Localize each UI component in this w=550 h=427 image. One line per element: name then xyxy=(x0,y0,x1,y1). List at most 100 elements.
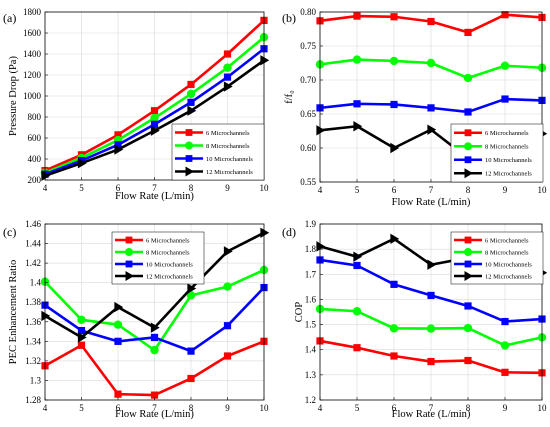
data-point xyxy=(352,307,362,316)
data-point xyxy=(186,291,196,300)
legend-label: 8 Microchannels xyxy=(485,249,529,256)
legend-label: 8 Microchannels xyxy=(206,143,250,150)
y-tick-label: 1.3 xyxy=(305,370,317,380)
legend-label: 6 Microchannels xyxy=(206,130,250,137)
x-tick-label: 7 xyxy=(152,183,157,193)
legend-marker xyxy=(125,271,134,281)
legend-label: 6 Microchannels xyxy=(485,130,529,137)
x-tick-label: 8 xyxy=(189,403,194,413)
data-point xyxy=(223,63,232,72)
y-tick-label: 0.60 xyxy=(300,143,316,153)
data-point xyxy=(427,104,435,112)
x-axis-label: Flow Rate (L/min) xyxy=(115,409,194,420)
data-point xyxy=(390,352,398,360)
data-point xyxy=(353,121,363,132)
data-point xyxy=(463,73,473,83)
y-tick-label: 1.38 xyxy=(25,297,41,307)
legend-marker xyxy=(185,166,194,177)
data-point xyxy=(114,144,124,155)
x-tick-label: 9 xyxy=(503,403,508,413)
legend-label: 10 Microchannels xyxy=(485,261,532,268)
data-point xyxy=(353,344,361,352)
data-point xyxy=(41,310,51,322)
y-tick-label: 1.4 xyxy=(30,278,42,288)
x-tick-label: 4 xyxy=(318,403,323,413)
y-tick-label: 1.28 xyxy=(25,395,41,405)
data-point xyxy=(390,142,400,154)
data-point xyxy=(77,158,87,169)
data-point xyxy=(150,333,159,342)
chart-panel-1: 4 5 6 7 8 9 10 200 400 600 800 1000 1200 1400 1600 1800… xyxy=(3,7,270,202)
y-tick-label: 1.6 xyxy=(305,294,317,304)
data-point xyxy=(353,100,361,108)
legend-marker xyxy=(185,155,193,162)
y-axis-label: COP xyxy=(294,302,305,323)
data-point xyxy=(77,332,87,343)
x-tick-label: 10 xyxy=(260,183,270,193)
legend-label: 10 Microchannels xyxy=(206,156,253,163)
data-point xyxy=(427,17,435,26)
data-point xyxy=(427,259,437,270)
panel-label: (c) xyxy=(3,225,16,239)
legend-label: 8 Microchannels xyxy=(485,144,529,151)
data-point xyxy=(41,170,51,181)
y-tick-label: 400 xyxy=(28,154,42,164)
data-point xyxy=(427,291,435,300)
y-tick-label: 200 xyxy=(28,175,42,185)
x-tick-label: 6 xyxy=(116,403,121,413)
y-axis-label: Pressure Drop (Pa) xyxy=(8,56,19,136)
data-point xyxy=(427,357,435,366)
y-tick-label: 1400 xyxy=(23,49,42,59)
data-point xyxy=(150,120,159,128)
y-tick-label: 1.4 xyxy=(305,345,317,355)
y-tick-label: 1.32 xyxy=(25,356,41,366)
x-tick-label: 6 xyxy=(116,183,121,193)
data-point xyxy=(501,368,509,376)
y-tick-label: 1000 xyxy=(23,91,42,101)
x-tick-label: 7 xyxy=(152,403,157,413)
y-tick-label: 1.44 xyxy=(25,239,41,249)
data-point xyxy=(150,391,159,399)
legend-label: 12 Microchannels xyxy=(485,273,532,280)
x-tick-label: 5 xyxy=(79,183,84,193)
data-point xyxy=(426,58,436,68)
x-tick-label: 9 xyxy=(503,185,508,195)
data-point xyxy=(187,283,197,294)
data-point xyxy=(187,347,195,355)
data-point xyxy=(223,282,232,291)
data-point xyxy=(463,323,473,333)
data-point xyxy=(150,345,159,355)
data-point xyxy=(464,108,472,116)
y-tick-label: 1.36 xyxy=(25,317,41,327)
data-point xyxy=(77,341,86,349)
y-tick-label: 1.7 xyxy=(305,269,317,279)
chart-panel-2: 4 5 6 7 8 9 10 0.55 0.60 0.65 0.70 0.75 0.80 Flow Rat… xyxy=(282,7,548,208)
data-point xyxy=(353,261,361,270)
x-tick-label: 5 xyxy=(355,185,360,195)
y-tick-label: 800 xyxy=(28,112,42,122)
data-point xyxy=(260,227,270,238)
legend-marker xyxy=(185,141,193,150)
chart-panel-3: 4 5 6 7 8 9 10 1.28 1.3 1.32 1.34 1.36 1.38 1.4 1.42 1.… xyxy=(3,219,270,420)
legend-label: 12 Microchannels xyxy=(485,171,532,178)
legend-label: 8 Microchannels xyxy=(146,249,190,256)
data-point xyxy=(77,326,86,335)
legend-marker xyxy=(464,248,472,256)
legend-label: 6 Microchannels xyxy=(485,237,529,244)
data-point xyxy=(390,13,398,21)
data-point xyxy=(353,12,361,20)
x-tick-label: 5 xyxy=(355,403,360,413)
legend-marker xyxy=(464,260,472,268)
legend-label: 6 Microchannels xyxy=(146,237,190,244)
panel-label: (d) xyxy=(282,225,296,239)
x-axis-label: Flow Rate (L/min) xyxy=(392,409,471,420)
legend-marker xyxy=(464,156,472,164)
data-point xyxy=(427,124,437,135)
data-point xyxy=(223,50,232,58)
x-tick-label: 7 xyxy=(429,185,434,195)
data-point xyxy=(389,56,399,66)
y-tick-label: 1.2 xyxy=(305,395,316,405)
x-axis-label: Flow Rate (L/min) xyxy=(115,191,194,202)
data-point xyxy=(501,95,509,103)
